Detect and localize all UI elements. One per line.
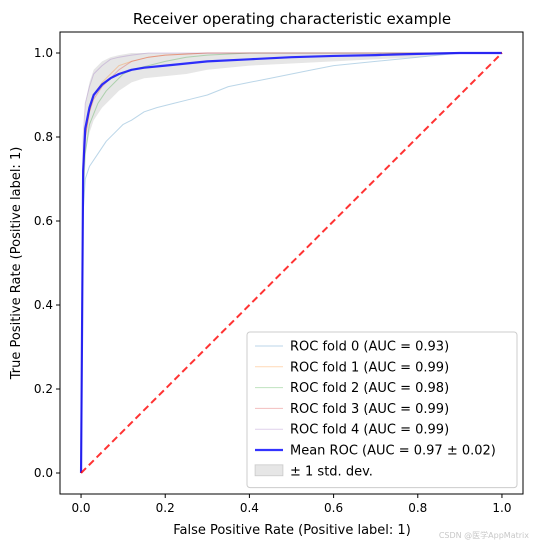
x-tick-label: 0.0 [71,501,90,515]
roc-fold-0-line [80,52,502,474]
legend-swatch-band [254,464,284,477]
chance-line [80,52,503,474]
y-tick-label: 0.2 [34,382,53,396]
legend-label: ROC fold 3 (AUC = 0.99) [290,402,449,417]
x-tick-label: 0.4 [240,501,259,515]
legend: ROC fold 0 (AUC = 0.93) ROC fold 1 (AUC =… [246,331,518,489]
y-tick-label: 0.4 [34,298,53,312]
legend-label: ROC fold 0 (AUC = 0.93) [290,340,449,355]
legend-label: ROC fold 4 (AUC = 0.99) [290,423,449,438]
axes: 0.0 0.2 0.4 0.6 0.8 1.0 0.0 0.2 0.4 0.6 0.8 1.0 [34,31,524,515]
roc-fold-4-line [80,52,502,474]
y-tick-label: 0.8 [34,130,53,144]
chart-title: Receiver operating characteristic exampl… [133,10,451,28]
legend-label: ± 1 std. dev. [290,464,373,479]
legend-box [246,331,518,489]
watermark: CSDN @医学AppMatrix [438,531,529,540]
x-tick-label: 0.2 [156,501,175,515]
mean-roc-line [79,51,502,474]
legend-label: ROC fold 1 (AUC = 0.99) [290,360,449,375]
axes-frame [59,31,524,495]
x-tick-label: 0.6 [324,501,343,515]
y-tick-label: 0.6 [34,214,53,228]
legend-label: Mean ROC (AUC = 0.97 ± 0.02) [290,444,496,459]
plot-area [79,51,503,474]
y-axis-label: True Positive Rate (Positive label: 1) [9,147,24,381]
y-tick-label: 1.0 [34,46,53,60]
legend-label: ROC fold 2 (AUC = 0.98) [290,381,449,396]
x-tick-label: 0.8 [408,501,427,515]
y-tick-label: 0.0 [34,466,53,480]
x-tick-label: 1.0 [492,501,511,515]
x-axis-label: False Positive Rate (Positive label: 1) [173,523,411,538]
